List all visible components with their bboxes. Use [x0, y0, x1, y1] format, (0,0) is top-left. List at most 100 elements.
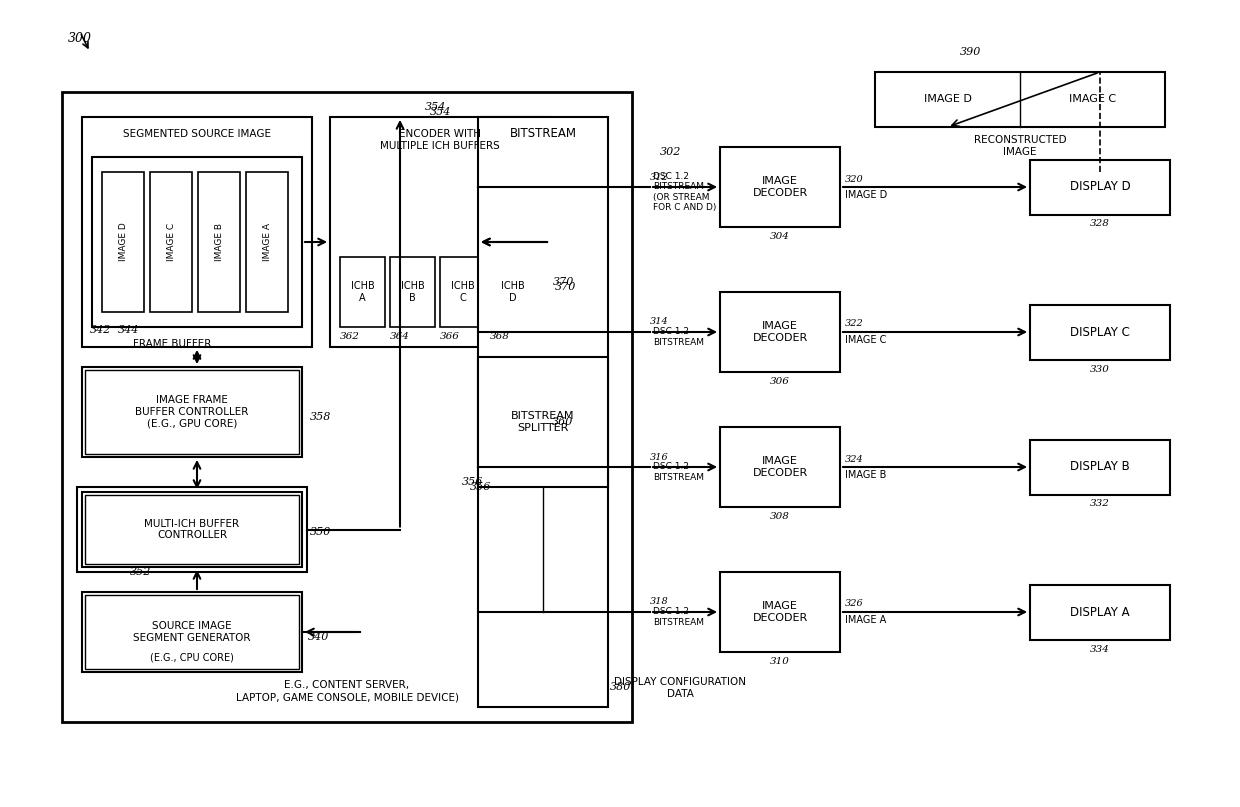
Text: 356: 356: [463, 477, 484, 487]
Text: IMAGE D: IMAGE D: [924, 94, 971, 104]
Text: 356: 356: [470, 482, 491, 492]
Text: ICHB
A: ICHB A: [351, 281, 374, 303]
Text: MULTI-ICH BUFFER
CONTROLLER: MULTI-ICH BUFFER CONTROLLER: [144, 519, 239, 541]
Text: DSC 1.2
BITSTREAM: DSC 1.2 BITSTREAM: [653, 608, 704, 627]
FancyBboxPatch shape: [82, 367, 303, 457]
FancyBboxPatch shape: [477, 117, 608, 707]
Text: DISPLAY A: DISPLAY A: [1070, 605, 1130, 618]
Text: ICHB
D: ICHB D: [501, 281, 525, 303]
Text: 304: 304: [770, 232, 790, 241]
Text: 360: 360: [552, 417, 573, 427]
FancyBboxPatch shape: [1030, 440, 1171, 495]
FancyBboxPatch shape: [340, 257, 384, 327]
Text: 328: 328: [1090, 220, 1110, 228]
Text: 306: 306: [770, 377, 790, 386]
Text: DISPLAY C: DISPLAY C: [1070, 325, 1130, 338]
Text: 324: 324: [844, 454, 864, 463]
FancyBboxPatch shape: [330, 117, 551, 347]
Text: 334: 334: [1090, 645, 1110, 654]
Text: SEGMENTED SOURCE IMAGE: SEGMENTED SOURCE IMAGE: [123, 129, 272, 139]
Text: SOURCE IMAGE
SEGMENT GENERATOR: SOURCE IMAGE SEGMENT GENERATOR: [133, 621, 250, 643]
Text: 332: 332: [1090, 500, 1110, 508]
FancyBboxPatch shape: [102, 172, 144, 312]
Text: IMAGE A: IMAGE A: [263, 223, 272, 261]
FancyBboxPatch shape: [720, 292, 839, 372]
FancyBboxPatch shape: [720, 427, 839, 507]
Text: E.G., CONTENT SERVER,
LAPTOP, GAME CONSOLE, MOBILE DEVICE): E.G., CONTENT SERVER, LAPTOP, GAME CONSO…: [236, 680, 459, 702]
Text: 302: 302: [660, 147, 681, 157]
FancyBboxPatch shape: [720, 147, 839, 227]
Text: 354: 354: [430, 107, 451, 117]
Text: IMAGE A: IMAGE A: [844, 615, 887, 625]
Text: ICHB
B: ICHB B: [401, 281, 424, 303]
Text: DSC 1.2
BITSTREAM
(OR STREAM
FOR C AND D): DSC 1.2 BITSTREAM (OR STREAM FOR C AND D…: [653, 172, 717, 212]
FancyBboxPatch shape: [82, 492, 303, 567]
Text: DISPLAY CONFIGURATION
DATA: DISPLAY CONFIGURATION DATA: [614, 677, 746, 699]
FancyBboxPatch shape: [875, 72, 1166, 127]
Text: 300: 300: [68, 32, 92, 45]
Text: DISPLAY B: DISPLAY B: [1070, 461, 1130, 474]
Text: IMAGE
DECODER: IMAGE DECODER: [753, 601, 807, 623]
FancyBboxPatch shape: [391, 257, 435, 327]
Text: 358: 358: [310, 412, 331, 422]
Text: 370: 370: [553, 277, 574, 287]
FancyBboxPatch shape: [82, 592, 303, 672]
Text: 390: 390: [960, 47, 981, 57]
Text: 368: 368: [490, 332, 510, 341]
Text: IMAGE B: IMAGE B: [844, 470, 887, 480]
Text: 320: 320: [844, 174, 864, 183]
FancyBboxPatch shape: [477, 357, 608, 487]
FancyBboxPatch shape: [1030, 304, 1171, 359]
FancyBboxPatch shape: [62, 92, 632, 722]
FancyBboxPatch shape: [77, 487, 308, 572]
Text: BITSTREAM
SPLITTER: BITSTREAM SPLITTER: [511, 412, 575, 433]
Text: 308: 308: [770, 512, 790, 521]
Text: 342: 342: [91, 325, 112, 335]
Text: 366: 366: [440, 332, 460, 341]
Text: ICHB
C: ICHB C: [450, 281, 475, 303]
Text: 326: 326: [844, 600, 864, 608]
FancyBboxPatch shape: [720, 572, 839, 652]
Text: 344: 344: [118, 325, 139, 335]
Text: IMAGE D: IMAGE D: [844, 190, 888, 200]
FancyBboxPatch shape: [490, 257, 534, 327]
FancyBboxPatch shape: [92, 157, 303, 327]
FancyBboxPatch shape: [246, 172, 288, 312]
Text: IMAGE C: IMAGE C: [1069, 94, 1116, 104]
Text: 330: 330: [1090, 365, 1110, 374]
FancyBboxPatch shape: [198, 172, 241, 312]
Text: IMAGE
DECODER: IMAGE DECODER: [753, 456, 807, 478]
Text: 352: 352: [130, 567, 151, 577]
Text: IMAGE D: IMAGE D: [119, 223, 128, 261]
Text: RECONSTRUCTED
IMAGE: RECONSTRUCTED IMAGE: [973, 135, 1066, 157]
FancyBboxPatch shape: [1030, 584, 1171, 639]
Text: 314: 314: [650, 317, 668, 327]
Text: IMAGE B: IMAGE B: [215, 223, 223, 261]
Text: 312: 312: [650, 173, 668, 182]
Text: BITSTREAM: BITSTREAM: [510, 127, 577, 140]
Text: 318: 318: [650, 597, 668, 607]
Text: IMAGE FRAME
BUFFER CONTROLLER
(E.G., GPU CORE): IMAGE FRAME BUFFER CONTROLLER (E.G., GPU…: [135, 395, 249, 429]
Text: IMAGE C: IMAGE C: [166, 223, 176, 261]
Text: (E.G., CPU CORE): (E.G., CPU CORE): [150, 652, 234, 662]
Text: ENCODER WITH
MULTIPLE ICH BUFFERS: ENCODER WITH MULTIPLE ICH BUFFERS: [381, 129, 500, 151]
Text: DSC 1.2
BITSTREAM: DSC 1.2 BITSTREAM: [653, 462, 704, 482]
Text: 322: 322: [844, 320, 864, 328]
Text: DSC 1.2
BITSTREAM: DSC 1.2 BITSTREAM: [653, 328, 704, 347]
Text: 354: 354: [425, 102, 446, 112]
Text: 350: 350: [310, 527, 331, 537]
FancyBboxPatch shape: [440, 257, 485, 327]
Text: 310: 310: [770, 657, 790, 666]
Text: IMAGE
DECODER: IMAGE DECODER: [753, 321, 807, 343]
Text: 380: 380: [610, 682, 631, 692]
FancyBboxPatch shape: [1030, 160, 1171, 215]
Text: 370: 370: [556, 282, 577, 292]
Text: 364: 364: [391, 332, 410, 341]
Text: FRAME BUFFER: FRAME BUFFER: [133, 339, 211, 349]
Text: IMAGE
DECODER: IMAGE DECODER: [753, 176, 807, 198]
Text: 362: 362: [340, 332, 360, 341]
Text: DISPLAY D: DISPLAY D: [1070, 181, 1131, 194]
Text: IMAGE C: IMAGE C: [844, 335, 887, 345]
FancyBboxPatch shape: [150, 172, 192, 312]
FancyBboxPatch shape: [82, 117, 312, 347]
